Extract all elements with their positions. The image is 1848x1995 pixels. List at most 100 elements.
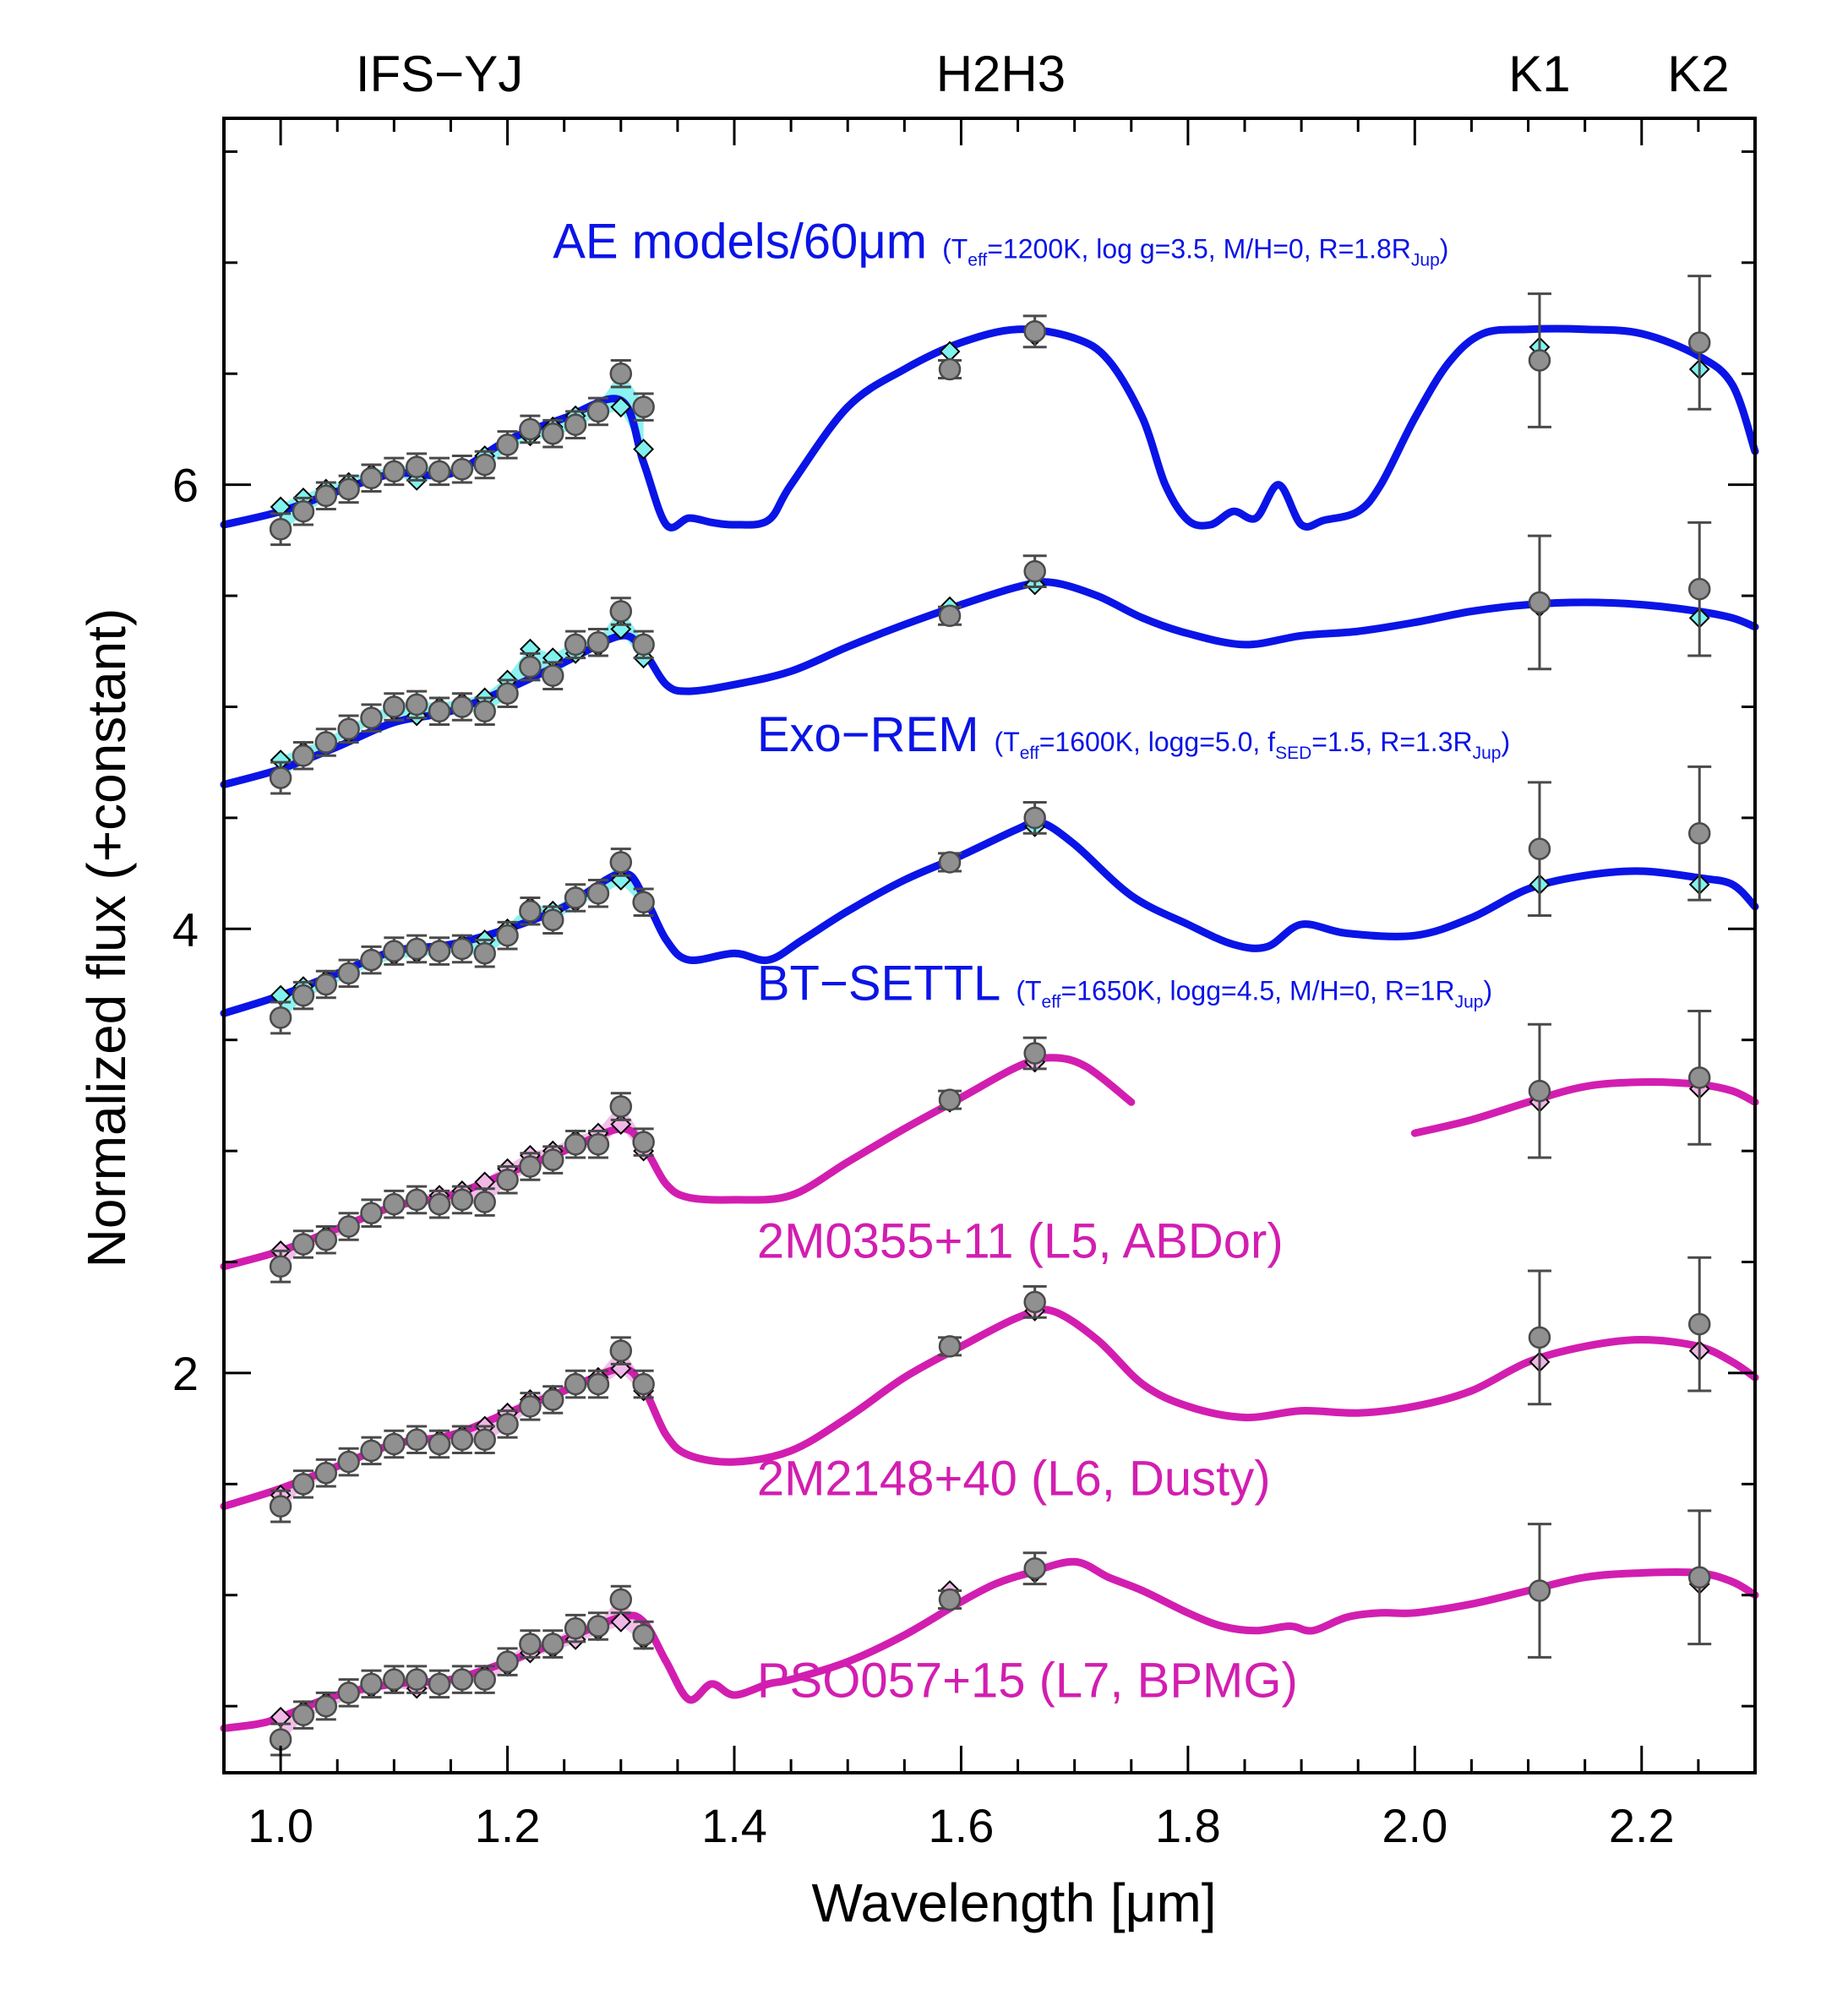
data-point [269, 1255, 292, 1278]
data-point [337, 477, 360, 501]
data-point [1023, 320, 1046, 343]
param-text: ) [1501, 727, 1510, 757]
param-text: =1650K, logg=4.5, M/H=0, R=1R [1061, 975, 1455, 1006]
data-point [564, 1372, 587, 1396]
data-point [541, 422, 564, 445]
series-name: Exo−REM [757, 707, 979, 762]
param-subscript: SED [1275, 744, 1311, 763]
data-point [586, 881, 610, 905]
data-point [473, 453, 496, 477]
data-point [496, 1413, 519, 1436]
data-point [450, 1428, 474, 1452]
data-point [405, 1668, 428, 1691]
data-point [632, 1131, 655, 1153]
model-marker [610, 1611, 632, 1633]
data-point [938, 1088, 962, 1111]
plot-frame [222, 117, 1757, 1774]
data-point [473, 941, 496, 965]
data-point [292, 744, 315, 767]
data-point [1528, 1079, 1551, 1103]
series-label-5: 2M2148+40 (L6, Dusty) [757, 1451, 1271, 1506]
param-text: ) [1440, 234, 1449, 264]
data-point [314, 731, 338, 754]
series-labels: AE models/60μm (Teff=1200K, log g=3.5, M/… [553, 215, 1510, 1709]
data-point [938, 604, 962, 627]
data-point [519, 900, 542, 923]
data-point [337, 1450, 360, 1474]
data-point [473, 1191, 496, 1213]
data-point [383, 940, 406, 962]
data-point [632, 395, 655, 418]
data-point [609, 600, 633, 623]
data-point [269, 517, 292, 541]
fill-band-5 [281, 1347, 644, 1510]
data-point [428, 1432, 451, 1456]
series-name: AE models/60μm [553, 215, 927, 270]
series-label-4: 2M0355+11 (L5, ABDor) [757, 1213, 1284, 1268]
data-point [428, 460, 451, 483]
data-point [519, 1155, 542, 1178]
data-point [269, 1495, 292, 1518]
data-point [1528, 591, 1551, 614]
data-point [1528, 837, 1551, 860]
data-point [1687, 1066, 1711, 1089]
data-point [269, 766, 292, 789]
param-text: (T [942, 234, 968, 264]
data-point [314, 973, 338, 996]
filter-band-labels: IFS−YJ H2H3 K1 K2 [356, 46, 1730, 102]
param-subscript: eff [968, 251, 987, 270]
data-point [586, 1132, 610, 1156]
data-point [519, 1633, 542, 1655]
data-point [609, 1095, 633, 1118]
data-point [586, 400, 610, 423]
data-point [292, 499, 315, 523]
tick-labels: 1.0 1.2 1.4 1.6 1.8 2.0 2.2 2 4 6 [172, 459, 1675, 1852]
data-point [564, 413, 587, 436]
data-point [360, 706, 383, 729]
data-point [269, 1006, 292, 1029]
data-point [519, 655, 542, 679]
data-point [609, 1339, 633, 1362]
data-point [1687, 1566, 1711, 1589]
data-point [450, 1668, 474, 1691]
axes-frame [222, 117, 1757, 1774]
data-point [360, 466, 383, 490]
series-label-3: BT−SETTL (Teff=1650K, logg=4.5, M/H=0, R=… [757, 956, 1492, 1011]
observed-data-points [269, 275, 1712, 1757]
x-tick-label: 2.0 [1382, 1799, 1447, 1852]
data-point [938, 851, 962, 874]
data-point [564, 633, 587, 657]
series-name: BT−SETTL [757, 956, 1000, 1011]
series-name: PSO057+15 (L7, BPMG) [757, 1654, 1298, 1709]
spectrum-line-4-seg2 [1410, 1078, 1759, 1137]
data-point [564, 886, 587, 909]
data-point [496, 1650, 519, 1673]
x-tick-label: 1.4 [701, 1799, 767, 1852]
data-point [473, 700, 496, 722]
data-point [450, 458, 474, 481]
data-point [473, 1668, 496, 1691]
param-subscript: Jup [1473, 744, 1502, 763]
data-point [360, 1202, 383, 1224]
data-point [314, 1694, 338, 1718]
data-point [360, 1672, 383, 1696]
data-point [1687, 822, 1711, 845]
band-label-2: H2H3 [936, 46, 1066, 102]
data-point [428, 940, 451, 962]
data-point [609, 851, 633, 874]
param-text: =1200K, log g=3.5, M/H=0, R=1.8R [987, 234, 1411, 264]
series-name: 2M2148+40 (L6, Dusty) [757, 1451, 1271, 1506]
data-point [519, 1395, 542, 1418]
data-point [383, 1432, 406, 1456]
param-text: =1.5, R=1.3R [1311, 727, 1472, 757]
param-subscript: Jup [1411, 251, 1440, 270]
data-point [1023, 1290, 1046, 1314]
data-point [586, 1372, 610, 1396]
data-point [586, 631, 610, 654]
data-point [383, 1192, 406, 1216]
data-point [541, 664, 564, 687]
data-point [564, 1616, 587, 1640]
data-point [360, 948, 383, 972]
data-point [1528, 349, 1551, 372]
